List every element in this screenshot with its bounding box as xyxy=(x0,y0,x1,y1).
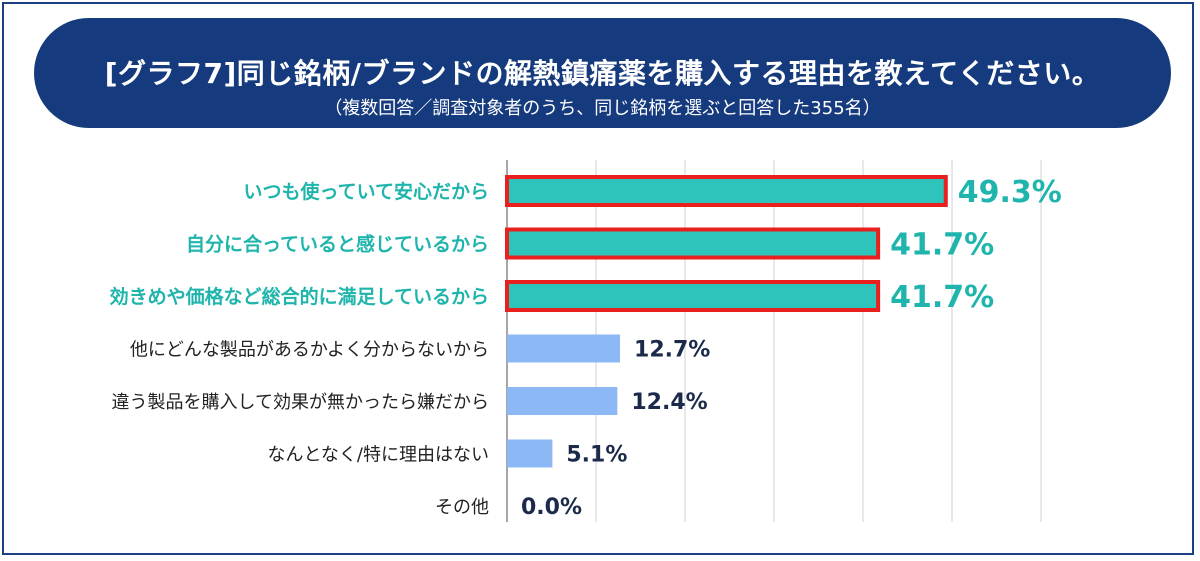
value-label: 12.7% xyxy=(634,338,710,363)
category-label: いつも使っていて安心だから xyxy=(244,180,489,203)
category-label: 違う製品を購入して効果が無かったら嫌だから xyxy=(112,392,489,413)
category-label: その他 xyxy=(435,497,489,518)
bar xyxy=(507,387,618,415)
bars xyxy=(505,175,948,468)
chart-subtitle: （複数回答／調査対象者のうち、同じ銘柄を選ぶと回答した355名） xyxy=(324,98,881,119)
category-label: 他にどんな製品があるかよく分からないから xyxy=(130,340,489,361)
category-label: なんとなく/特に理由はない xyxy=(267,445,489,466)
bar xyxy=(507,439,553,468)
value-label: 41.7% xyxy=(890,228,994,263)
value-labels: 49.3% 41.7% 41.7% 12.7% 12.4% 5.1% 0.0% xyxy=(521,175,1062,520)
bar xyxy=(507,334,621,363)
value-label: 41.7% xyxy=(890,280,994,315)
category-label: 自分に合っていると感じているから xyxy=(186,233,489,256)
value-label: 0.0% xyxy=(521,495,582,520)
category-label: 効きめや価格など総合的に満足しているから xyxy=(110,285,489,308)
chart-title: [グラフ7]同じ銘柄/ブランドの解熱鎮痛薬を購入する理由を教えてください。 xyxy=(104,57,1101,90)
chart-frame: [グラフ7]同じ銘柄/ブランドの解熱鎮痛薬を購入する理由を教えてください。 （複… xyxy=(2,2,1194,555)
bar xyxy=(505,175,948,207)
title-banner: [グラフ7]同じ銘柄/ブランドの解熱鎮痛薬を購入する理由を教えてください。 （複… xyxy=(34,18,1171,128)
value-label: 49.3% xyxy=(958,175,1062,210)
bar xyxy=(505,280,881,312)
value-label: 5.1% xyxy=(566,443,627,468)
bar xyxy=(505,227,881,260)
value-label: 12.4% xyxy=(631,390,707,415)
category-labels: いつも使っていて安心だから自分に合っていると感じているから効きめや価格など総合的… xyxy=(110,180,489,518)
